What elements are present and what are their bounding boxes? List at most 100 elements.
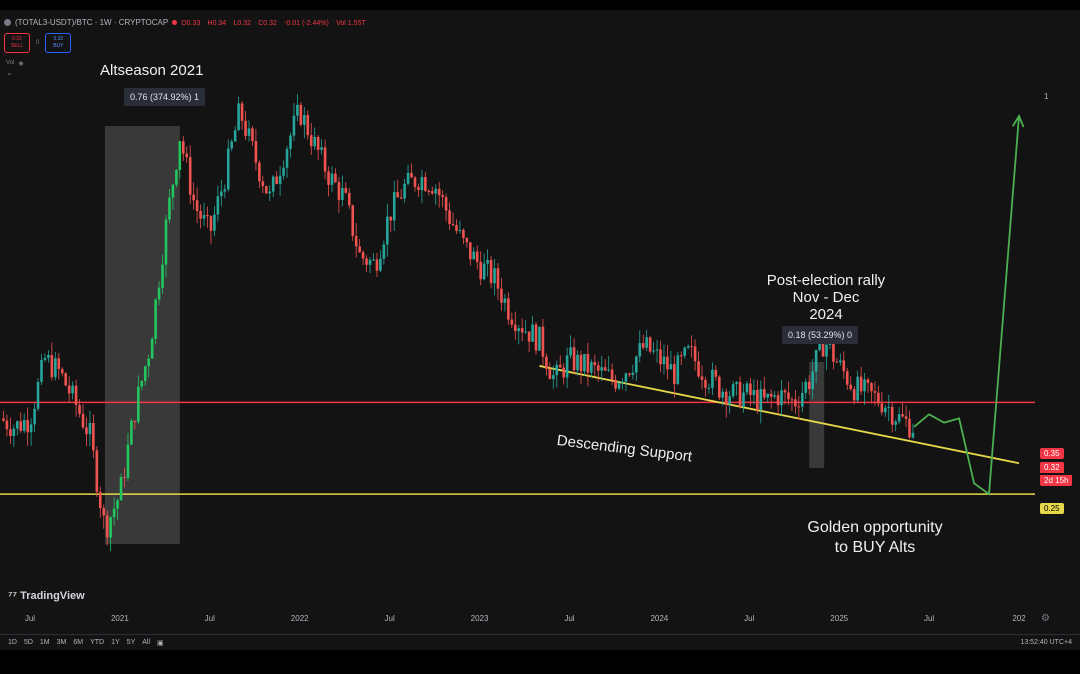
price-chart[interactable] [0,10,1080,650]
candle-body-50 [175,169,178,185]
candle-body-142 [493,268,496,284]
candle-body-213 [738,382,742,407]
candle-body-225 [780,390,783,406]
candle-body-259 [897,414,901,422]
period-button-5d[interactable]: 5D [23,639,33,646]
period-button-5y[interactable]: 5Y [126,639,136,646]
candle-body-241 [835,361,839,363]
x-tick-label: Jul [744,614,755,623]
candle-body-209 [724,391,728,405]
candle-body-103 [358,246,361,253]
calendar-icon[interactable]: ▣ [157,640,164,647]
ohlc-open: O0.33 [181,19,201,27]
post-election-line-2: Nov - Dec [792,289,860,306]
candle-body-149 [517,328,521,332]
candle-body-37 [130,420,133,445]
candle-body-32 [112,508,116,518]
sell-button[interactable]: 0.32 SELL [4,33,30,53]
candle-body-169 [586,353,590,373]
period-button-all[interactable]: All [142,639,151,646]
period-button-1m[interactable]: 1M [39,639,50,646]
candle-body-165 [572,347,576,371]
candle-body-70 [244,120,247,136]
period-button-1d[interactable]: 1D [8,639,17,646]
candle-body-78 [271,176,275,192]
period-button-3m[interactable]: 3M [56,639,67,646]
candle-body-190 [659,349,662,365]
candle-body-81 [282,167,285,176]
candle-body-192 [666,356,669,370]
candle-body-164 [569,347,572,356]
candle-body-74 [258,162,261,182]
candle-body-183 [635,356,638,373]
candle-body-57 [199,211,202,219]
candle-body-102 [354,236,358,247]
candle-body-140 [486,259,489,264]
candle-body-20 [71,385,74,394]
symbol-title[interactable]: (TOTAL3-USDT)/BTC · 1W · CRYPTOCAP [15,17,169,27]
candle-body-124 [430,191,434,194]
current-price-label: 0.32 [1040,462,1064,473]
candle-body-222 [769,393,773,397]
clock-readout[interactable]: 13:52:40 UTC+4 [1020,639,1072,646]
ohlc-change: -0.01 (-2.44%) [284,19,329,27]
candle-body-185 [641,343,645,348]
candle-body-193 [669,364,673,370]
candle-body-154 [534,324,538,351]
candle-body-184 [638,343,642,357]
symbol-header: (TOTAL3-USDT)/BTC · 1W · CRYPTOCAP O0.33… [4,14,371,30]
candle-body-6 [22,419,26,431]
candle-body-138 [479,261,482,280]
candle-body-10 [36,381,40,409]
candle-body-123 [427,190,431,192]
eye-icon[interactable]: ◉ [18,61,24,67]
projection-arrowhead [1011,114,1025,128]
candle-body-228 [790,399,794,401]
candle-body-181 [628,373,631,375]
volume-label: Vol [6,60,15,66]
volume-indicator-row[interactable]: Vol ◉ [6,60,24,67]
x-tick-label: 2021 [110,614,129,623]
candle-body-226 [783,390,787,393]
sell-price: 0.32 [12,36,22,42]
candle-body-130 [451,223,455,226]
candle-body-67 [233,130,237,142]
candle-body-172 [596,365,600,371]
candle-body-244 [845,371,849,385]
candle-body-79 [275,176,278,184]
candle-body-88 [306,115,310,136]
candle-body-43 [150,338,154,359]
candle-body-179 [621,381,624,383]
candle-body-26 [92,422,95,451]
x-tick-label: 2022 [290,614,309,623]
candle-body-194 [673,364,676,385]
sell-label: SELL [10,43,24,49]
candle-body-76 [264,186,268,194]
candle-body-30 [105,515,109,538]
candle-body-128 [444,197,448,211]
candle-body-12 [43,357,47,360]
candle-body-18 [64,373,68,386]
gear-icon[interactable]: ⚙ [1041,613,1050,624]
candle-body-156 [541,326,545,357]
candle-body-93 [323,147,327,172]
period-button-ytd[interactable]: YTD [90,639,105,646]
candle-body-224 [776,395,780,406]
bar-countdown-label: 2d 15h [1040,475,1073,486]
candle-body-139 [482,263,486,280]
candle-body-129 [448,210,451,224]
collapse-icon[interactable]: ⌃ [6,72,13,81]
period-button-6m[interactable]: 6M [73,639,84,646]
candle-body-119 [413,177,417,188]
candle-body-174 [603,367,607,371]
candle-body-115 [399,197,403,199]
ohlc-high: H0.34 [207,19,227,27]
candle-body-89 [309,135,313,147]
period-button-1y[interactable]: 1Y [111,639,120,646]
candle-body-227 [787,392,790,400]
buy-button[interactable]: 0.32 BUY [45,33,72,53]
x-tick-label: Jul [384,614,395,623]
candle-body-152 [527,331,531,342]
candle-body-157 [545,356,548,369]
candle-body-215 [745,383,749,393]
